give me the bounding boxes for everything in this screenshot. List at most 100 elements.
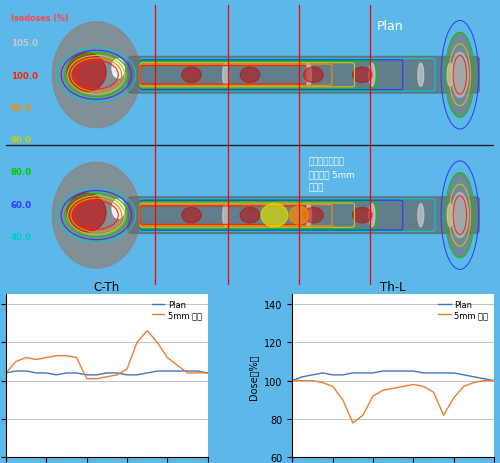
Ellipse shape xyxy=(112,200,124,219)
Ellipse shape xyxy=(446,34,473,118)
5mm 移動 xyxy=(204,370,210,376)
5mm 移動 xyxy=(410,382,416,388)
Plan xyxy=(410,369,416,374)
5mm 移動 xyxy=(174,363,180,368)
Ellipse shape xyxy=(289,206,308,225)
5mm 移動 xyxy=(370,394,376,399)
Ellipse shape xyxy=(418,64,424,87)
5mm 移動 xyxy=(44,355,50,361)
Plan xyxy=(450,370,456,376)
Plan xyxy=(3,370,9,376)
Plan xyxy=(330,372,336,378)
Line: Plan: Plan xyxy=(292,371,494,381)
Ellipse shape xyxy=(452,53,468,98)
5mm 移動 xyxy=(164,355,170,361)
Ellipse shape xyxy=(240,208,260,224)
5mm 移動 xyxy=(360,413,366,418)
5mm 移動 xyxy=(104,374,110,380)
5mm 移動 xyxy=(114,372,120,378)
Ellipse shape xyxy=(52,23,140,128)
Ellipse shape xyxy=(452,193,468,238)
5mm 移動 xyxy=(154,340,160,345)
Ellipse shape xyxy=(447,64,453,87)
Plan xyxy=(310,372,316,378)
5mm 移動 xyxy=(420,384,426,389)
5mm 移動 xyxy=(340,397,346,403)
5mm 移動 xyxy=(380,388,386,393)
Plan xyxy=(420,370,426,376)
Ellipse shape xyxy=(52,163,140,269)
Plan xyxy=(74,370,80,376)
Plan xyxy=(390,369,396,374)
Ellipse shape xyxy=(306,204,312,227)
Plan xyxy=(340,372,346,378)
5mm 移動 xyxy=(320,380,326,386)
Ellipse shape xyxy=(352,208,372,224)
Ellipse shape xyxy=(369,204,375,227)
Text: 80.0: 80.0 xyxy=(11,168,32,177)
Title: C-Th: C-Th xyxy=(94,281,120,294)
Ellipse shape xyxy=(306,64,312,87)
Ellipse shape xyxy=(447,204,453,227)
Plan xyxy=(174,369,180,374)
Plan xyxy=(164,369,170,374)
5mm 移動 xyxy=(300,378,306,383)
Plan xyxy=(114,370,120,376)
Plan xyxy=(370,370,376,376)
Plan xyxy=(154,369,160,374)
Plan xyxy=(44,370,50,376)
5mm 移動 xyxy=(94,376,100,382)
Text: Isodoses (%): Isodoses (%) xyxy=(11,14,68,23)
Ellipse shape xyxy=(222,64,228,87)
5mm 移動 xyxy=(390,386,396,391)
5mm 移動 xyxy=(84,376,89,382)
5mm 移動 xyxy=(124,367,130,372)
Plan xyxy=(13,369,19,374)
Ellipse shape xyxy=(446,174,473,257)
Plan xyxy=(194,369,200,374)
Plan xyxy=(481,376,487,382)
Legend: Plan, 5mm 移動: Plan, 5mm 移動 xyxy=(436,299,490,321)
Plan xyxy=(23,369,29,374)
Plan xyxy=(104,370,110,376)
Text: 105.0: 105.0 xyxy=(11,39,38,48)
Plan xyxy=(290,378,296,383)
Plan xyxy=(350,370,356,376)
Text: 胸椎部の照射野
を頭側に 5mm
シフト: 胸椎部の照射野 を頭側に 5mm シフト xyxy=(308,157,354,192)
5mm 移動 xyxy=(310,378,316,383)
Text: 100.0: 100.0 xyxy=(11,71,38,81)
Plan xyxy=(204,370,210,376)
Ellipse shape xyxy=(67,54,106,92)
5mm 移動 xyxy=(23,355,29,361)
FancyBboxPatch shape xyxy=(128,57,480,94)
5mm 移動 xyxy=(491,378,497,383)
Ellipse shape xyxy=(182,68,201,83)
FancyBboxPatch shape xyxy=(128,197,480,234)
5mm 移動 xyxy=(290,378,296,383)
Plan xyxy=(124,372,130,378)
Ellipse shape xyxy=(112,59,124,79)
Y-axis label: Dose（%）: Dose（%） xyxy=(248,353,258,399)
5mm 移動 xyxy=(450,395,456,401)
Ellipse shape xyxy=(261,204,288,227)
Ellipse shape xyxy=(304,208,323,224)
5mm 移動 xyxy=(461,384,467,389)
Text: Plan: Plan xyxy=(377,19,404,32)
Plan xyxy=(54,372,60,378)
Plan xyxy=(360,370,366,376)
Plan xyxy=(471,374,477,380)
Text: 60.0: 60.0 xyxy=(11,200,32,209)
5mm 移動 xyxy=(74,355,80,361)
Ellipse shape xyxy=(182,208,201,224)
Plan xyxy=(320,370,326,376)
5mm 移動 xyxy=(54,353,60,359)
Ellipse shape xyxy=(304,68,323,83)
5mm 移動 xyxy=(481,378,487,383)
Plan xyxy=(33,370,39,376)
Line: 5mm 移動: 5mm 移動 xyxy=(6,331,207,379)
Text: 95.0: 95.0 xyxy=(11,104,32,113)
Ellipse shape xyxy=(352,68,372,83)
5mm 移動 xyxy=(33,357,39,363)
5mm 移動 xyxy=(64,353,70,359)
5mm 移動 xyxy=(3,370,9,376)
